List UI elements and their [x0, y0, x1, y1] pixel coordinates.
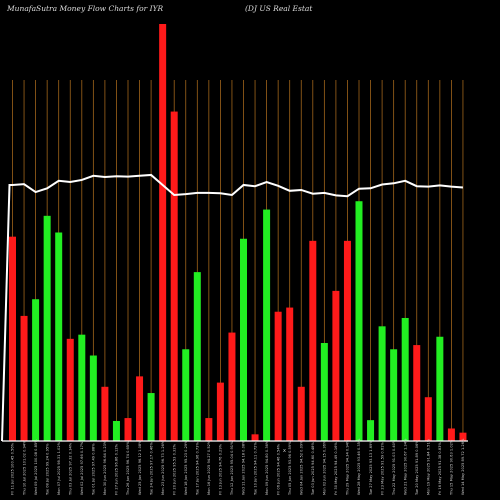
x-tick-label: Tue 20 May 2025 91.89 0.06% — [415, 440, 419, 496]
x-tick-label: Wed 04 Jun 2025 94.52 0.09% — [299, 440, 303, 495]
money-flow-bar — [9, 236, 16, 441]
x-tick-label: Fri 16 May 2025 91.38 0.83% — [438, 442, 442, 495]
x-tick-label: Mon 30 Jun 2025 96.64 0.23% — [103, 440, 107, 495]
money-flow-bar — [320, 343, 328, 441]
money-flow-bar — [112, 420, 120, 441]
x-tick-label: Tue 17 Jun 2025 94.96 0.73% — [196, 442, 200, 496]
x-tick-label: Tue 08 Jul 2025 99.24 0.95% — [45, 443, 49, 496]
x-tick-label: Wed 28 May 2025 93.46 0.35% — [357, 438, 361, 495]
money-flow-bar — [263, 209, 271, 441]
money-flow-bar — [43, 215, 51, 441]
money-flow-bar — [413, 345, 421, 441]
money-flow-bar — [332, 290, 340, 441]
money-flow-bar — [89, 355, 97, 441]
money-flow-bar — [66, 338, 74, 441]
x-tick-label: Mon 02 Jun 2025 94.15 0.36% — [323, 440, 327, 495]
bar-series — [9, 24, 467, 441]
x-tick-label: Wed 09 Jul 2025 100.08 0.85% — [34, 439, 38, 495]
money-flow-bar — [170, 111, 178, 441]
money-flow-bar — [274, 311, 282, 441]
money-flow-bar — [147, 393, 155, 441]
money-flow-bar — [343, 240, 351, 441]
x-tick-label: Tue 27 May 2025 93.13 1.69% — [369, 440, 373, 496]
money-flow-bar — [436, 336, 444, 441]
money-flow-bar — [390, 349, 398, 441]
money-flow-bar — [447, 428, 455, 441]
money-flow-bar — [424, 397, 432, 441]
chart-title: MunafaSutra Money Flow Charts for IYR — [7, 4, 164, 13]
money-flow-bar — [286, 307, 294, 441]
x-tick-label: Fri 27 Jun 2025 96.86 0.12% — [115, 443, 119, 495]
x-tick-label: Fri 06 Jun 2025 94.46 0.54% — [276, 443, 280, 495]
x-tick-label: Wed 25 Jun 2025 96.12 1.08% — [138, 440, 142, 495]
money-flow-bar — [228, 332, 236, 441]
money-flow-bar — [20, 315, 28, 441]
x-tick-label: Mon 16 Jun 2025 94.27 0.52% — [207, 440, 211, 495]
x-tick-label: Thu 12 Jun 2025 95.04 0.91% — [230, 441, 234, 496]
x-tick-label: Fri 20 Jun 2025 95.53 0.32% — [172, 443, 176, 495]
money-flow-bar — [32, 299, 40, 441]
x-tick-label: Thu 15 May 2025 90.63 1.02% — [450, 439, 454, 496]
x-tick-label: Thu 26 Jun 2025 96.74 0.65% — [126, 441, 130, 496]
money-flow-bar — [355, 201, 363, 441]
money-flow-bar — [251, 434, 259, 441]
x-tick-label: Wed 21 May 2025 90.67 1.34% — [403, 438, 407, 495]
x-tick-label: Thu 10 Jul 2025 101.02 0.94% — [22, 440, 26, 496]
x-tick-label: Wed 02 Jul 2025 97.66 0.17% — [80, 441, 84, 495]
x-tick-label: Wed 14 May 2025 89.72 1.26% — [461, 438, 465, 495]
x-tick-label: Fri 30 May 2025 94.49 0.16% — [334, 442, 338, 495]
money-flow-bar — [193, 272, 201, 441]
x-tick-label: Mon 07 Jul 2025 98.31 1.02% — [57, 441, 61, 495]
x-tick-label: Fri 23 May 2025 91.59 0.61% — [380, 442, 384, 495]
x-tick-label: Tue 03 Jun 2025 94.60 0.48% — [311, 442, 315, 496]
money-flow-bar — [205, 418, 213, 441]
money-flow-bar — [216, 382, 224, 441]
x-tick-label: Fri 13 Jun 2025 94.76 0.29% — [219, 443, 223, 495]
x-tick-label: Mon 09 Jun 2025 94.80 0.36% — [265, 440, 269, 495]
x-tick-label: Tue 24 Jun 2025 97.17 0.46% — [149, 442, 153, 496]
x-tick-label: Tue 10 Jun 2025 94.11 0.72% — [253, 442, 257, 496]
x-axis-labels: Fri 11 Jul 2025 100.45 0.56% Thu 10 Jul 2… — [11, 438, 465, 496]
x-tick-label: Fri 11 Jul 2025 100.45 0.56% — [11, 442, 15, 495]
money-flow-bar — [401, 317, 409, 441]
money-flow-bar — [124, 418, 132, 441]
money-flow-bar — [182, 349, 190, 441]
center-marker: x — [283, 448, 286, 454]
money-flow-bar — [101, 386, 109, 441]
x-tick-label: Thu 22 May 2025 91.03 0.40% — [392, 439, 396, 496]
money-flow-bar — [136, 376, 144, 441]
money-flow-bar — [459, 432, 467, 441]
money-flow-bar — [240, 238, 247, 441]
money-flow-bar — [78, 334, 86, 441]
money-flow-bar — [55, 232, 63, 441]
money-flow-bar — [367, 420, 375, 441]
x-tick-label: Tue 01 Jul 2025 97.49 0.88% — [92, 443, 96, 496]
money-flow-line — [1, 173, 464, 442]
money-flow-bar — [378, 326, 386, 441]
x-tick-label: Thu 05 Jun 2025 93.96 0.59% — [288, 441, 292, 496]
money-flow-bar — [297, 386, 305, 441]
x-tick-label: Thu 03 Jul 2025 97.32 0.34% — [68, 442, 72, 496]
x-tick-label: Thu 29 May 2025 94.34 0.94% — [346, 439, 350, 496]
x-tick-label: Mon 19 May 2025 91.84 0.51% — [427, 438, 431, 495]
x-tick-label: Mon 23 Jun 2025 96.73 1.26% — [161, 440, 165, 495]
x-tick-label: Wed 11 Jun 2025 94.18 0.08% — [242, 440, 246, 495]
x-tick-label: Wed 18 Jun 2025 95.23 0.29% — [184, 440, 188, 495]
chart-subtitle: (DJ US Real Estat — [245, 4, 313, 13]
money-flow-bar — [309, 240, 317, 441]
money-flow-bar — [159, 24, 167, 441]
